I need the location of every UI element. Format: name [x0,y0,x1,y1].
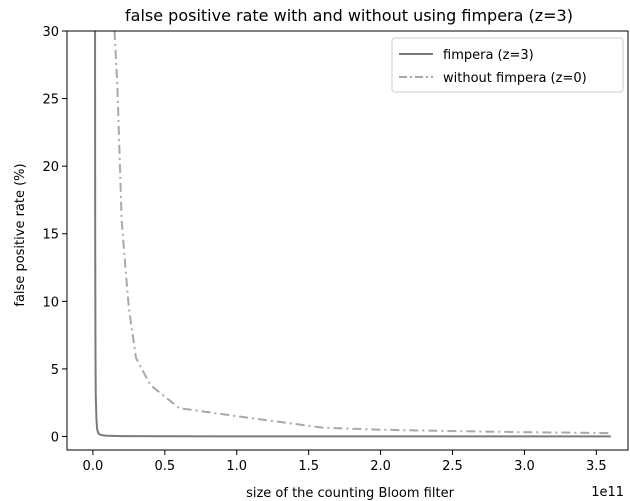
y-tick-label: 20 [42,160,59,175]
x-axis-offset-label: 1e11 [591,485,624,500]
x-tick-label: 2.0 [370,459,391,474]
x-axis-label: size of the counting Bloom filter [246,486,455,501]
series-line-1 [94,31,611,438]
y-tick-label: 15 [42,228,59,243]
y-tick-label: 5 [51,363,59,378]
y-tick-label: 25 [42,93,59,108]
plot-frame [66,30,629,451]
chart-title: false positive rate with and without usi… [125,6,573,25]
y-tick-label: 30 [42,25,59,40]
y-axis-ticks: 0 5 10 15 20 25 30 [42,25,67,445]
legend-label-1: fimpera (z=3) [443,48,534,63]
legend: fimpera (z=3) without fimpera (z=0) [391,37,624,93]
y-axis-label: false positive rate (%) [13,163,28,306]
legend-box [391,37,624,93]
x-tick-label: 3.5 [586,459,607,474]
plot-lines [94,31,611,438]
y-tick-label: 0 [51,430,59,445]
x-axis-ticks: 0.0 0.5 1.0 1.5 2.0 2.5 3.0 3.5 [83,450,607,474]
x-tick-label: 0.5 [154,459,175,474]
x-tick-label: 3.0 [514,459,535,474]
x-tick-label: 0.0 [83,459,104,474]
legend-label-2: without fimpera (z=0) [443,71,587,86]
x-tick-label: 1.5 [298,459,319,474]
y-tick-label: 10 [42,295,59,310]
x-tick-label: 1.0 [226,459,247,474]
series-line-2 [113,31,611,435]
x-tick-label: 2.5 [442,459,463,474]
